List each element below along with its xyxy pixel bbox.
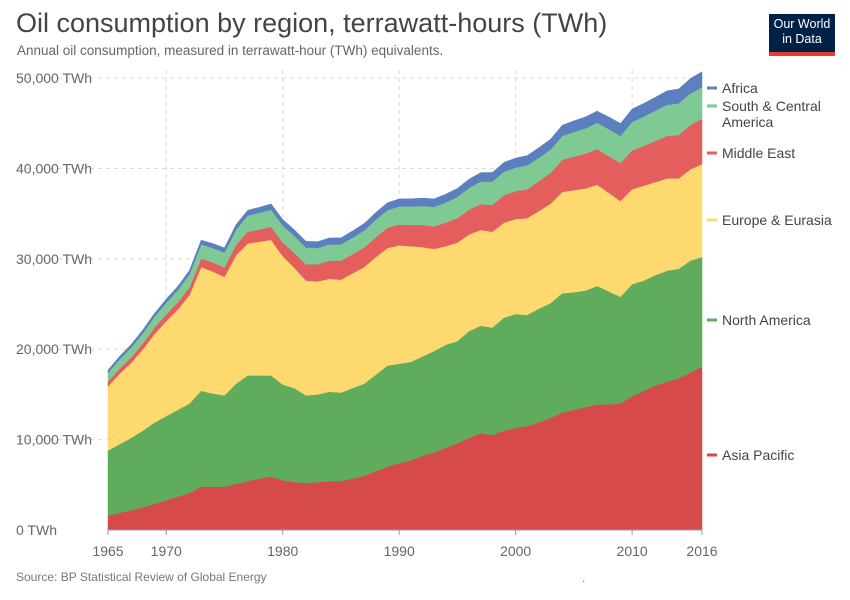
chart-title: Oil consumption by region, terrawatt-hou… (16, 8, 608, 38)
y-tick-label: 40,000 TWh (16, 160, 92, 176)
x-tick-label: 2010 (617, 543, 648, 559)
legend-label-europe-eurasia[interactable]: Europe & Eurasia (722, 212, 832, 228)
legend-label-asia-pacific[interactable]: Asia Pacific (722, 447, 794, 463)
logo-accent-bar (769, 52, 835, 56)
x-tick-label: 2016 (686, 543, 717, 559)
logo-line-2: in Data (782, 32, 822, 46)
legend-label-middle-east[interactable]: Middle East (722, 145, 795, 161)
y-tick-label: 0 TWh (16, 522, 57, 538)
x-tick-label: 1980 (267, 543, 298, 559)
chart-subtitle: Annual oil consumption, measured in terr… (17, 43, 444, 58)
y-tick-label: 10,000 TWh (16, 432, 92, 448)
our-world-in-data-logo[interactable]: Our World in Data (769, 14, 835, 56)
chart-legend: Asia Pacific North America Europe & Eurasi… (707, 80, 832, 463)
area-africa[interactable] (107, 71, 703, 374)
y-tick-label: 50,000 TWh (16, 70, 92, 86)
x-tick-label: 1970 (151, 543, 182, 559)
logo-line-1: Our World (773, 17, 831, 31)
x-tick-label: 1990 (384, 543, 415, 559)
x-axis-ticks: 1965 1970 1980 1990 2000 2010 2016 (92, 530, 718, 559)
x-tick-label: 1965 (92, 543, 123, 559)
y-axis-ticks: 0 TWh 10,000 TWh 20,000 TWh 30,000 TWh 40,00… (16, 70, 702, 538)
y-tick-label: 20,000 TWh (16, 341, 92, 357)
source-note: Source: BP Statistical Review of Global … (16, 570, 267, 584)
x-tick-label: 2000 (500, 543, 531, 559)
chart-areas (107, 71, 703, 531)
legend-label-africa[interactable]: Africa (722, 80, 758, 96)
legend-label-north-america[interactable]: North America (722, 312, 811, 328)
footer-dot: . (582, 571, 586, 585)
legend-label-south-central-america[interactable]: South & Central America (722, 98, 821, 130)
y-tick-label: 30,000 TWh (16, 251, 92, 267)
